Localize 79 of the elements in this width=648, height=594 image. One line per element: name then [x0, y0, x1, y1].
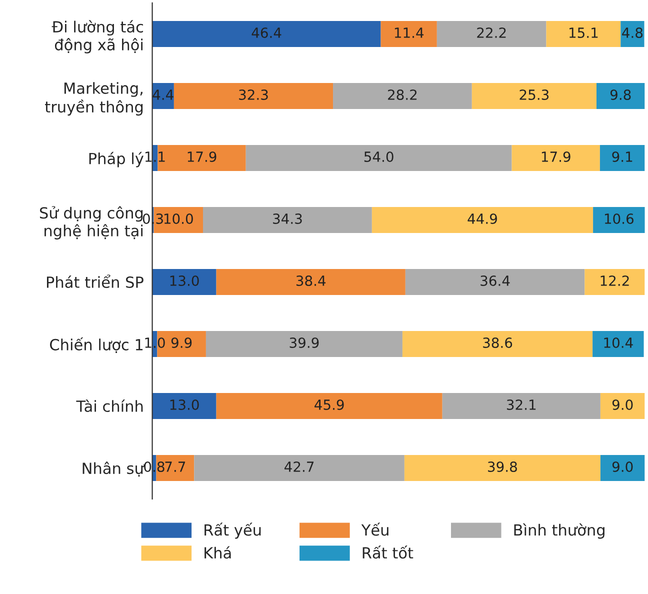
data-label: 38.6 [483, 337, 512, 348]
bar [436, 20, 546, 47]
y-tick-label: Phát triển SP [46, 274, 144, 288]
legend-label: Bình thường [514, 523, 604, 539]
data-label: 9.9 [171, 337, 192, 348]
legend-label: Yếu [361, 522, 388, 536]
bar [372, 206, 594, 233]
bar [380, 20, 437, 47]
bar [512, 144, 600, 171]
bar [216, 392, 442, 419]
y-tick-label: Đi lường tác động xã hội [52, 20, 143, 54]
data-label: 7.7 [165, 462, 186, 472]
y-tick-label: Tài chính [76, 400, 143, 412]
data-label: 39.8 [488, 461, 517, 472]
bar [442, 392, 600, 419]
bar [246, 144, 512, 171]
data-label: 39.9 [290, 337, 319, 348]
legend-label: Rất yếu [204, 522, 261, 539]
data-label: 9.0 [612, 399, 633, 410]
bar [600, 392, 645, 419]
data-label: 10.0 [164, 213, 193, 224]
data-label: 34.3 [273, 213, 302, 224]
legend-label: Rất tốt [362, 546, 414, 559]
bar [333, 82, 472, 109]
data-label: 28.2 [388, 89, 417, 100]
bar [152, 268, 216, 295]
bar [216, 268, 406, 295]
data-label: 9.1 [612, 151, 632, 162]
data-label: 32.3 [239, 89, 268, 100]
data-label: 10.4 [604, 337, 633, 348]
bar [206, 330, 402, 357]
bar [405, 268, 585, 295]
data-label: 11.4 [394, 28, 424, 38]
data-label: 38.4 [296, 275, 326, 286]
bar [593, 206, 645, 233]
bar [584, 268, 645, 295]
data-label: 17.9 [188, 151, 216, 162]
bar [174, 82, 334, 109]
data-label: 45.9 [314, 399, 344, 410]
data-label: 4.8 [622, 27, 643, 38]
data-label: 36.4 [480, 275, 510, 286]
data-label: 9.0 [612, 461, 633, 472]
data-label: 44.9 [468, 213, 497, 224]
data-label: 10.6 [604, 213, 634, 224]
data-label: 1.1 [145, 152, 165, 162]
bar [600, 454, 645, 481]
bar [472, 82, 596, 109]
data-label: 1.0 [145, 337, 165, 348]
legend-label: Khá [204, 546, 231, 559]
data-label: 54.0 [364, 151, 394, 162]
y-tick-label: Chiến lược 1 [50, 337, 143, 354]
bar [404, 454, 600, 481]
y-tick-label: Nhân sự [82, 462, 145, 477]
y-tick-label: Marketing, truyền thông [45, 82, 143, 116]
data-label: 12.2 [600, 275, 629, 286]
data-label: 13.0 [170, 399, 199, 410]
bar [592, 330, 644, 357]
bar [152, 392, 216, 419]
data-label: 42.7 [284, 461, 314, 472]
y-tick-label: Pháp lý [89, 152, 144, 168]
bar [402, 330, 593, 357]
bar [600, 144, 645, 171]
bar [152, 20, 381, 47]
data-label: 13.0 [170, 275, 199, 286]
bar [596, 82, 645, 109]
data-label: 25.3 [520, 89, 549, 100]
data-label: 0.8 [144, 461, 164, 472]
bar [620, 20, 644, 47]
data-label: 0.3 [142, 213, 163, 224]
bar [194, 454, 404, 481]
data-label: 17.9 [542, 151, 570, 162]
y-tick-label: Sử dụng công nghệ hiện tại [40, 206, 143, 240]
bar [203, 206, 372, 233]
data-label: 9.8 [610, 89, 631, 100]
data-label: 32.1 [506, 399, 536, 410]
bar [546, 20, 621, 47]
data-label: 15.1 [570, 28, 598, 38]
data-label: 22.2 [477, 27, 506, 38]
data-label: 46.4 [252, 27, 282, 38]
